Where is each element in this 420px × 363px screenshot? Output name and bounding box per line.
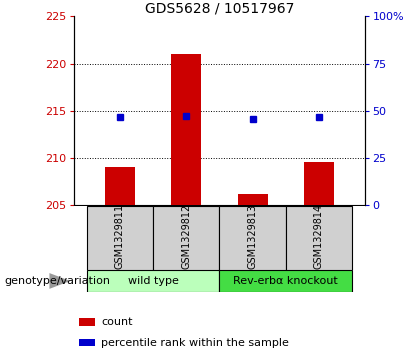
Text: genotype/variation: genotype/variation: [4, 276, 110, 286]
Text: GSM1329811: GSM1329811: [115, 204, 125, 269]
Title: GDS5628 / 10517967: GDS5628 / 10517967: [145, 1, 294, 15]
Text: percentile rank within the sample: percentile rank within the sample: [101, 338, 289, 347]
Bar: [286, 206, 352, 270]
Bar: [105, 167, 135, 205]
Polygon shape: [50, 273, 70, 289]
Text: wild type: wild type: [128, 276, 178, 286]
Bar: [79, 339, 95, 346]
Text: count: count: [101, 317, 133, 327]
Bar: [171, 54, 201, 205]
Bar: [87, 206, 153, 270]
Text: Rev-erbα knockout: Rev-erbα knockout: [234, 276, 338, 286]
Bar: [153, 206, 220, 270]
Bar: [79, 318, 95, 326]
Text: GSM1329813: GSM1329813: [248, 204, 257, 269]
Bar: [238, 194, 268, 205]
Bar: [220, 270, 352, 292]
Text: GSM1329814: GSM1329814: [314, 204, 324, 269]
Bar: [304, 162, 334, 205]
Bar: [220, 206, 286, 270]
Bar: [87, 270, 220, 292]
Text: GSM1329812: GSM1329812: [181, 204, 191, 269]
